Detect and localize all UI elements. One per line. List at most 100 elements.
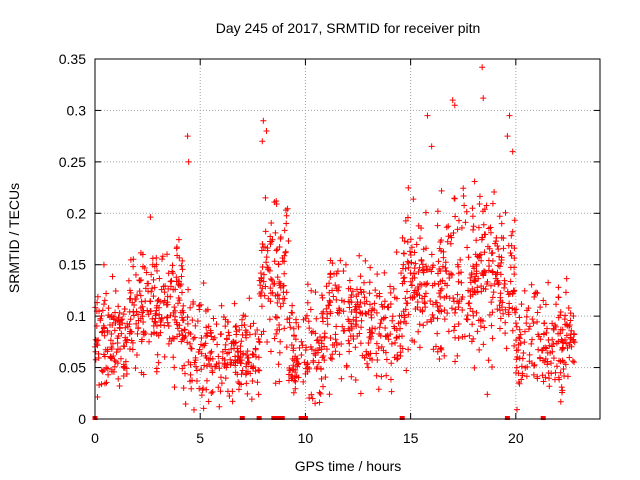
data-point <box>274 274 281 281</box>
data-point <box>341 298 348 305</box>
data-point <box>387 331 394 338</box>
data-point <box>365 364 372 371</box>
data-point <box>260 278 267 285</box>
data-point <box>277 338 284 345</box>
data-point <box>372 325 379 332</box>
data-point <box>169 335 176 342</box>
data-point <box>348 373 355 380</box>
data-point <box>470 312 477 319</box>
data-point <box>313 337 320 344</box>
data-point <box>194 318 201 325</box>
data-point <box>526 323 533 330</box>
data-point <box>283 344 290 351</box>
data-point <box>264 339 271 346</box>
data-point <box>306 325 313 332</box>
data-point <box>152 312 159 319</box>
data-point <box>285 371 292 378</box>
data-point <box>180 302 187 309</box>
data-point <box>323 346 330 353</box>
data-point <box>130 263 137 270</box>
data-point <box>531 362 538 369</box>
data-point <box>323 283 330 290</box>
data-point <box>319 294 326 301</box>
data-point <box>361 294 368 301</box>
data-point <box>109 273 116 280</box>
data-point <box>154 297 161 304</box>
data-point <box>138 298 145 305</box>
data-point <box>562 321 569 328</box>
data-point <box>415 328 422 335</box>
data-point <box>306 394 313 401</box>
data-point <box>182 401 189 408</box>
data-point <box>184 314 191 321</box>
data-point <box>357 309 364 316</box>
data-point <box>315 359 322 366</box>
data-point <box>472 251 479 258</box>
data-point <box>223 335 230 342</box>
data-point <box>234 345 241 352</box>
data-point <box>174 333 181 340</box>
data-point <box>210 336 217 343</box>
y-tick-label: 0 <box>78 411 86 427</box>
data-point <box>511 271 518 278</box>
data-point <box>390 285 397 292</box>
data-point <box>422 304 429 311</box>
data-point <box>451 309 458 316</box>
data-point <box>260 328 267 335</box>
data-point <box>261 292 268 299</box>
data-point <box>237 360 244 367</box>
data-point <box>489 200 496 207</box>
data-point <box>378 343 385 350</box>
data-point <box>394 351 401 358</box>
data-point <box>287 324 294 331</box>
data-point <box>175 236 182 243</box>
data-point <box>369 356 376 363</box>
data-point <box>421 299 428 306</box>
data-point <box>481 231 488 238</box>
data-point <box>432 299 439 306</box>
data-point <box>208 389 215 396</box>
data-point <box>500 235 507 242</box>
data-point <box>424 319 431 326</box>
data-point <box>272 380 279 387</box>
data-point <box>228 359 235 366</box>
data-point <box>289 309 296 316</box>
data-point <box>420 269 427 276</box>
data-point <box>323 305 330 312</box>
data-point <box>407 251 414 258</box>
data-point <box>435 307 442 314</box>
data-point <box>239 316 246 323</box>
data-point <box>250 351 257 358</box>
data-point <box>192 363 199 370</box>
data-point <box>544 361 551 368</box>
data-point <box>277 234 284 241</box>
data-point <box>237 343 244 350</box>
data-point <box>404 238 411 245</box>
data-point <box>220 313 227 320</box>
data-point <box>349 288 356 295</box>
data-point <box>535 346 542 353</box>
data-point <box>94 393 101 400</box>
data-point <box>289 374 296 381</box>
data-point <box>405 264 412 271</box>
data-point <box>254 379 261 386</box>
data-point <box>471 178 478 185</box>
data-point <box>275 361 282 368</box>
data-point <box>111 363 118 370</box>
data-point <box>479 64 486 71</box>
data-point <box>312 400 319 407</box>
data-point <box>111 327 118 334</box>
data-point <box>452 358 459 365</box>
data-point <box>407 278 414 285</box>
data-point <box>105 312 112 319</box>
data-points <box>92 64 578 420</box>
data-point <box>133 320 140 327</box>
data-point <box>382 314 389 321</box>
data-point <box>245 354 252 361</box>
data-point <box>383 333 390 340</box>
data-point <box>200 405 207 412</box>
data-point <box>154 302 161 309</box>
data-point <box>480 341 487 348</box>
data-point <box>480 208 487 215</box>
data-point <box>247 370 254 377</box>
